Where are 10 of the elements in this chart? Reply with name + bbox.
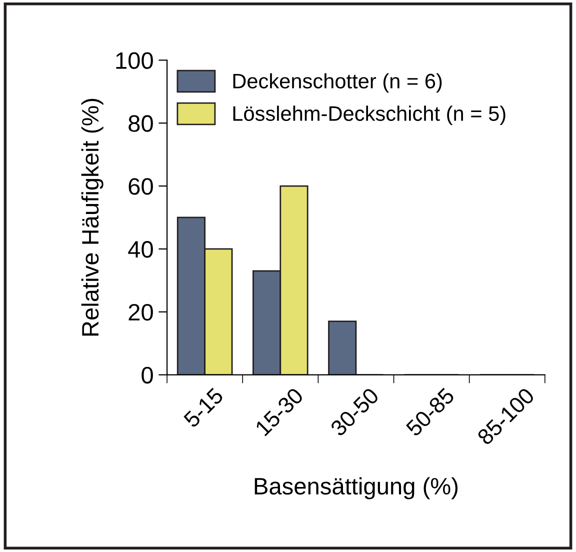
y-tick-label: 0: [142, 366, 153, 384]
legend-label: Deckenschotter (n = 6): [233, 73, 442, 93]
y-tick-label: 20: [128, 304, 153, 321]
y-tick-label: 100: [116, 52, 153, 69]
x-axis-title: Basensättigung (%): [254, 477, 458, 500]
y-tick-label: 80: [128, 115, 153, 132]
y-tick-label: 40: [128, 241, 153, 258]
y-axis-title: Relative Häufigkeit (%): [81, 98, 104, 336]
y-tick-label: 60: [128, 178, 153, 195]
legend-label: Lösslehm-Deckschicht (n = 5): [233, 106, 506, 126]
